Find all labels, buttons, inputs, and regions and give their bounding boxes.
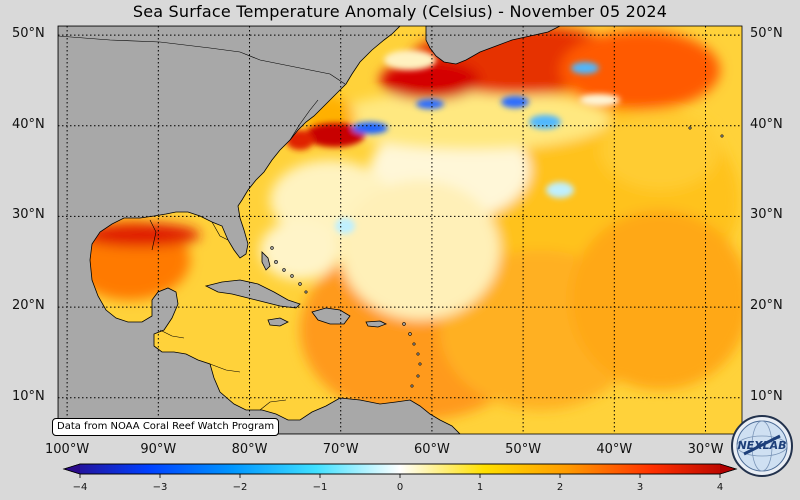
cuba-island (204, 279, 301, 309)
data-credit-box: Data from NOAA Coral Reef Watch Program (52, 418, 280, 436)
lat-label-right-3: 20°N (750, 298, 783, 314)
lat-label-right-4: 10°N (750, 388, 783, 404)
anomaly-patches (70, 26, 742, 420)
colorbar-tick-label-5: 1 (476, 482, 484, 493)
map-title: Sea Surface Temperature Anomaly (Celsius… (132, 2, 668, 21)
lon-label-2: 80°W (231, 442, 268, 457)
colorbar-tick-label-8: 4 (716, 482, 724, 493)
lon-label-3: 70°W (322, 442, 359, 457)
lat-label-left-0: 50°N (12, 26, 45, 42)
lon-label-0: 100°W (45, 442, 90, 457)
colorbar-body (62, 463, 738, 475)
lat-label-right-0: 50°N (750, 26, 783, 42)
political-borders (58, 35, 346, 411)
lat-label-right-1: 40°N (750, 116, 783, 132)
logo-text: NEXLAB (737, 439, 786, 452)
lon-label-5: 50°W (505, 442, 542, 457)
colorbar-tick-label-4: 0 (396, 482, 404, 493)
lat-label-left-4: 10°N (12, 388, 45, 404)
hispaniola-island (311, 307, 351, 325)
colorbar-tick-label-3: −1 (312, 482, 328, 493)
lat-label-right-2: 30°N (750, 207, 783, 223)
colorbar-tick-label-7: 3 (636, 482, 644, 493)
colorbar-low-arrow (64, 464, 80, 474)
nexlab-globe-logo-icon: NEXLAB (731, 415, 793, 477)
lon-label-6: 40°W (596, 442, 633, 457)
map-frame (57, 25, 743, 435)
lon-label-7: 30°W (687, 442, 724, 457)
lon-label-1: 90°W (140, 442, 177, 457)
colorbar-tick-label-6: 2 (556, 482, 564, 493)
jamaica-island (267, 317, 289, 327)
lat-label-left-1: 40°N (12, 116, 45, 132)
lat-label-left-3: 20°N (12, 298, 45, 314)
lat-label-left-2: 30°N (12, 207, 45, 223)
colorbar-tick-label-1: −3 (152, 482, 168, 493)
puerto-rico-island (365, 320, 387, 328)
colorbar (62, 463, 738, 475)
lat-lon-grid (58, 26, 742, 434)
florida-keys (261, 251, 271, 271)
map-layers (58, 26, 742, 434)
colorbar-tick-label-2: −2 (232, 482, 248, 493)
lon-label-4: 60°W (413, 442, 450, 457)
small-islands (270, 126, 724, 388)
colorbar-tick-label-0: −4 (72, 482, 88, 493)
colorbar-high-arrow (720, 464, 736, 474)
